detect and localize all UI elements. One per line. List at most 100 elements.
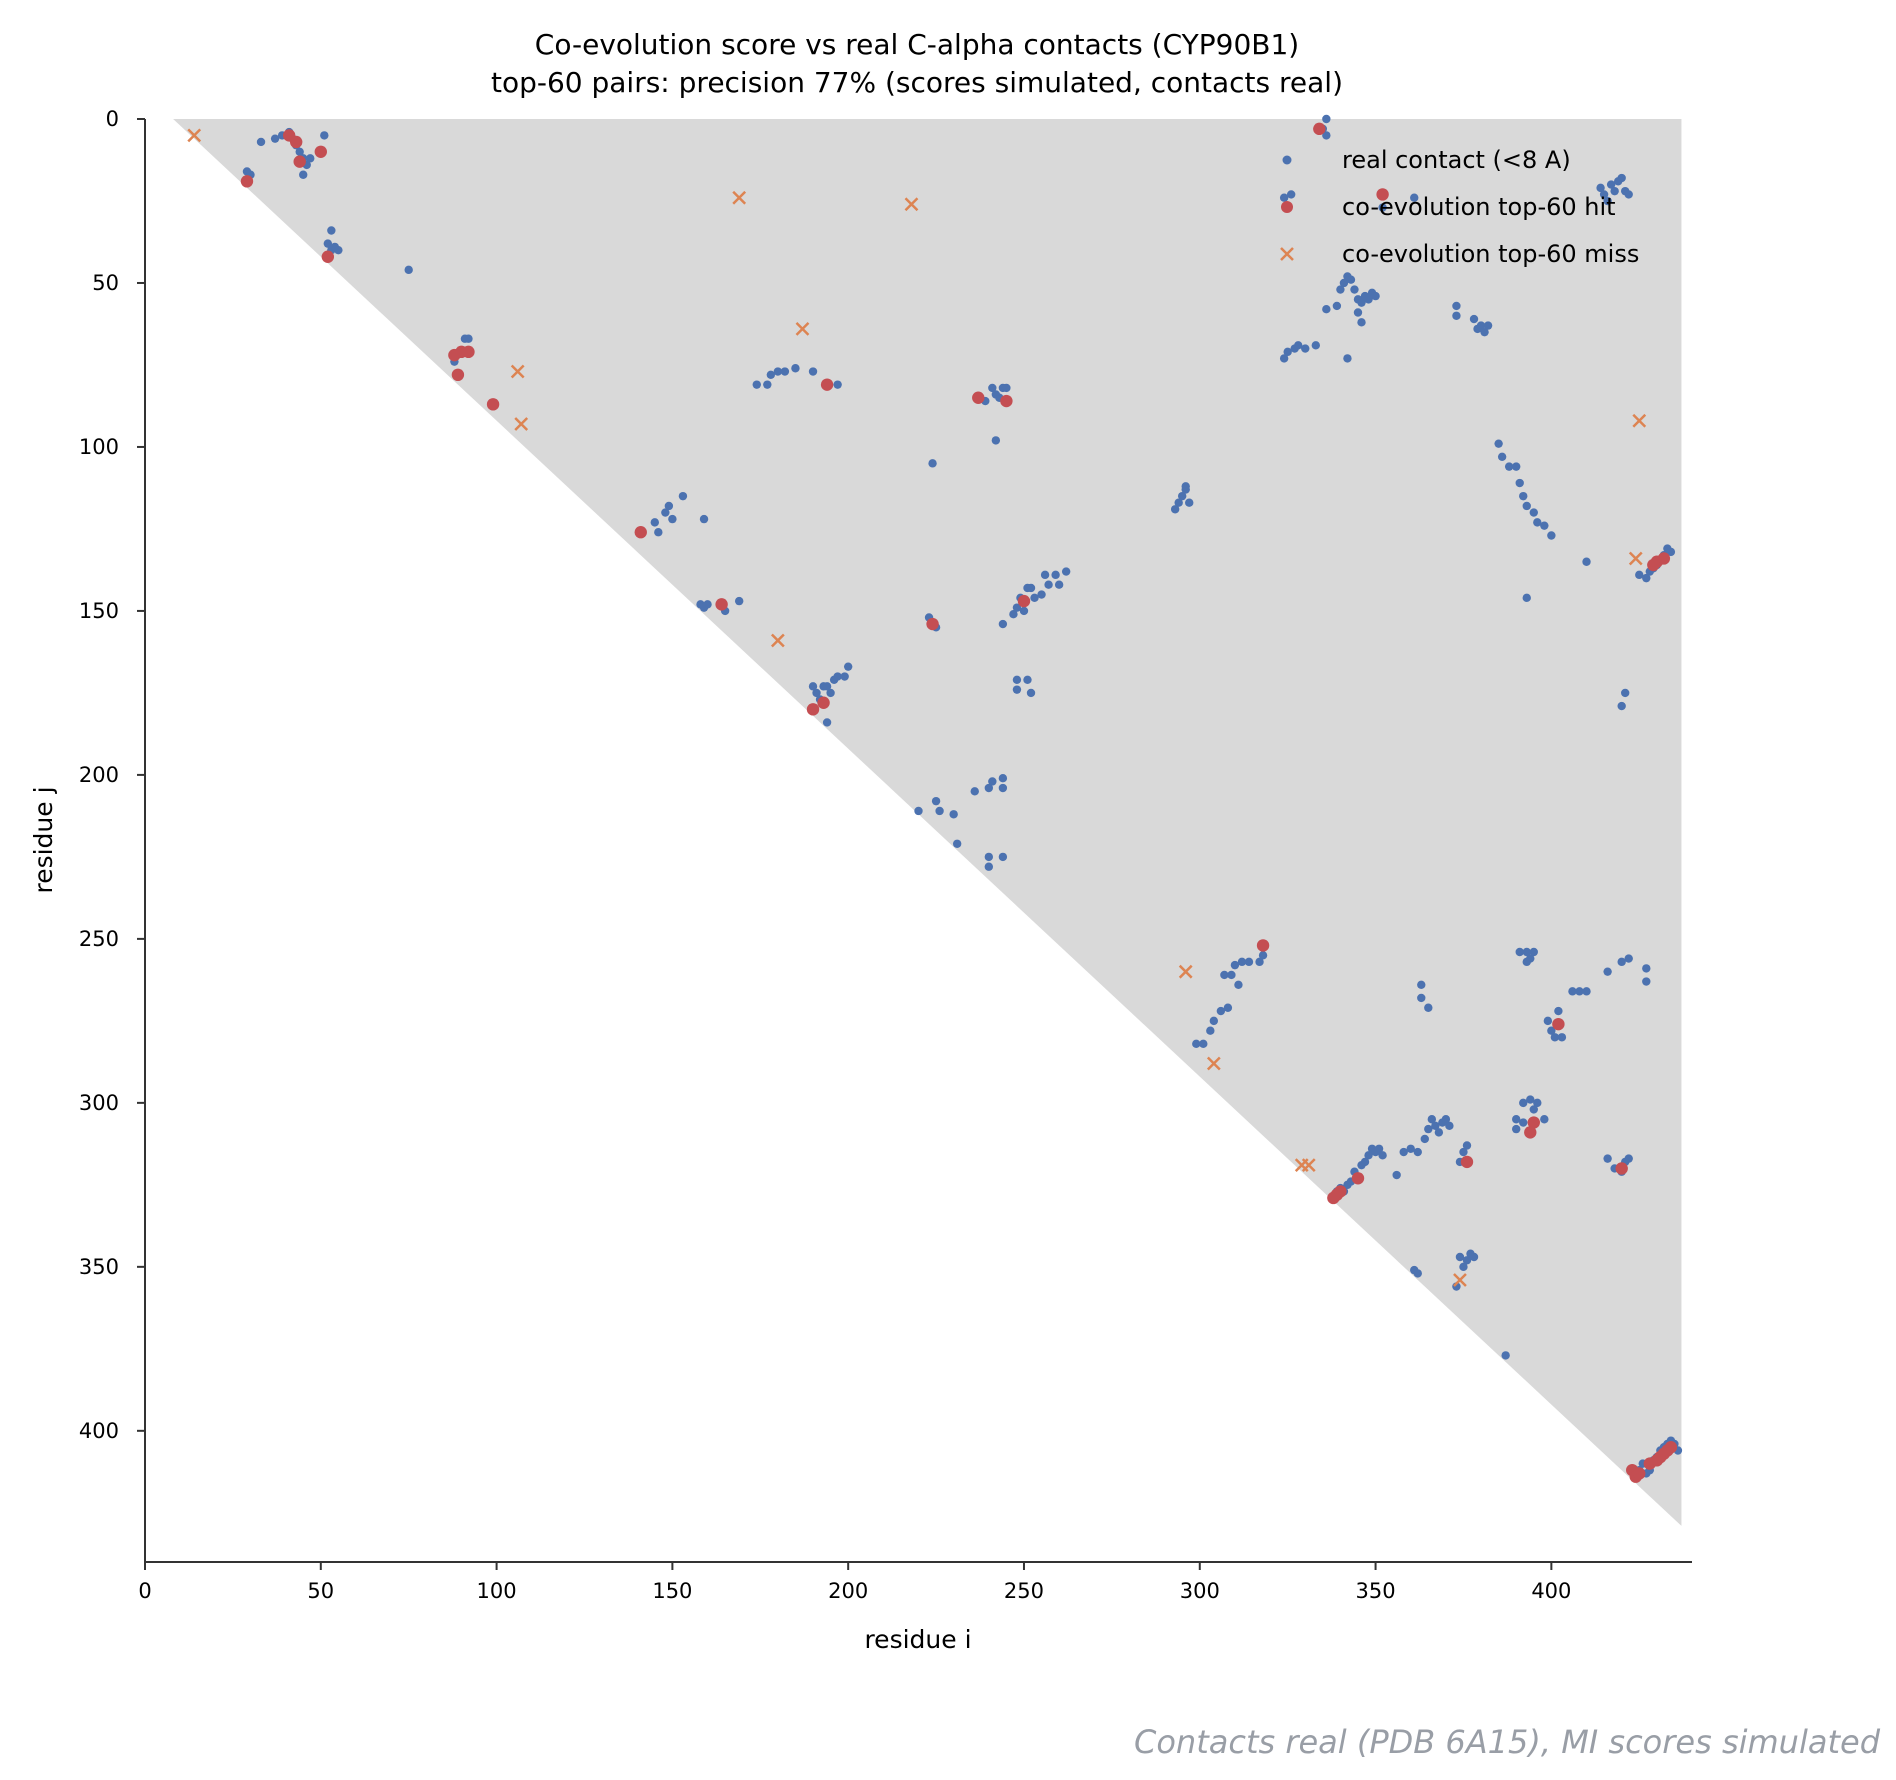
real-contact-point bbox=[998, 773, 1008, 783]
y-tick-label: 50 bbox=[92, 271, 119, 295]
real-contact-point bbox=[1624, 954, 1633, 963]
real-contact-point bbox=[840, 672, 849, 681]
real-contact-point bbox=[1529, 1105, 1538, 1114]
x-tick-label: 200 bbox=[828, 1579, 868, 1603]
real-contact-point bbox=[654, 528, 663, 537]
coevolution-hit-point bbox=[486, 398, 500, 411]
coevolution-hit-point bbox=[1313, 122, 1326, 136]
coevolution-hit-point bbox=[1633, 1467, 1646, 1480]
legend-marker-real-contact bbox=[1282, 155, 1292, 165]
legend-item-real-contact: real contact (<8 A) bbox=[1282, 146, 1571, 174]
coevolution-hit-point bbox=[1334, 1185, 1347, 1198]
real-contact-point bbox=[935, 806, 944, 816]
real-contact-point bbox=[1533, 518, 1542, 527]
real-contact-point bbox=[1434, 1128, 1444, 1137]
y-tick-label: 150 bbox=[79, 599, 119, 623]
real-contact-point bbox=[1459, 1262, 1468, 1272]
real-contact-point bbox=[833, 380, 842, 389]
x-tick-label: 400 bbox=[1531, 1579, 1571, 1603]
real-contact-point bbox=[1301, 344, 1310, 353]
real-contact-point bbox=[1012, 685, 1022, 694]
real-contact-point bbox=[1603, 1154, 1612, 1163]
real-contact-point bbox=[1026, 583, 1036, 593]
real-contact-point bbox=[1642, 977, 1651, 986]
real-contact-point bbox=[1420, 1134, 1429, 1144]
real-contact-point bbox=[1336, 285, 1345, 294]
real-contact-point bbox=[306, 154, 315, 163]
real-contact-point bbox=[1413, 1147, 1422, 1157]
real-contact-point bbox=[843, 662, 853, 671]
real-contact-point bbox=[1540, 1115, 1549, 1124]
x-tick-label: 100 bbox=[477, 1579, 517, 1603]
coevolution-hit-point bbox=[1017, 594, 1031, 608]
real-contact-point bbox=[1543, 1016, 1553, 1026]
coevolution-hit-point bbox=[1524, 1126, 1537, 1139]
real-contact-point bbox=[1009, 610, 1018, 619]
real-contact-point bbox=[1603, 196, 1612, 206]
real-contact-point bbox=[1279, 354, 1289, 363]
real-contact-point bbox=[1455, 1252, 1465, 1262]
x-tick-label: 50 bbox=[307, 1579, 334, 1603]
real-contact-point bbox=[1445, 1121, 1454, 1131]
real-contact-point bbox=[1582, 557, 1591, 566]
real-contact-point bbox=[928, 459, 937, 468]
real-contact-point bbox=[1322, 305, 1331, 314]
real-contact-point bbox=[1606, 180, 1616, 189]
real-contact-point bbox=[984, 852, 994, 862]
coevolution-hit-point bbox=[462, 345, 475, 359]
y-tick-label: 300 bbox=[79, 1091, 119, 1115]
real-contact-point bbox=[970, 787, 979, 796]
real-contact-point bbox=[833, 672, 842, 681]
real-contact-point bbox=[1522, 593, 1531, 603]
real-contact-point bbox=[334, 245, 343, 255]
real-contact-point bbox=[791, 364, 800, 373]
real-contact-point bbox=[1497, 452, 1507, 461]
real-contact-point bbox=[998, 619, 1008, 629]
real-contact-point bbox=[1441, 1115, 1451, 1124]
real-contact-point bbox=[752, 380, 761, 389]
coevolution-hit-point bbox=[1657, 552, 1671, 565]
real-contact-point bbox=[1294, 341, 1303, 350]
real-contact-point bbox=[1406, 1144, 1415, 1153]
coevolution-hit-point bbox=[321, 250, 335, 263]
legend-item-miss: co-evolution top-60 miss bbox=[1280, 240, 1639, 268]
real-contact-point bbox=[1181, 485, 1190, 494]
real-contact-point bbox=[1378, 1151, 1387, 1160]
plot-area bbox=[173, 114, 1683, 1526]
real-contact-point bbox=[763, 380, 772, 389]
real-contact-point bbox=[1617, 173, 1626, 183]
coevolution-hit-point bbox=[820, 378, 834, 391]
real-contact-point bbox=[1469, 314, 1479, 324]
real-contact-point bbox=[1469, 1252, 1479, 1262]
coevolution-hit-point bbox=[1351, 1172, 1365, 1185]
real-contact-point bbox=[1526, 954, 1535, 963]
coevolution-hit-point bbox=[806, 703, 820, 716]
y-axis-label: residue j bbox=[29, 786, 58, 893]
x-axis-label: residue i bbox=[864, 1625, 971, 1654]
real-contact-point bbox=[812, 688, 821, 698]
real-contact-point bbox=[1177, 491, 1187, 501]
real-contact-point bbox=[1237, 957, 1247, 967]
coevolution-hit-point bbox=[1376, 188, 1389, 201]
real-contact-point bbox=[1061, 567, 1071, 576]
real-contact-point bbox=[1547, 1026, 1556, 1035]
x-axis-ticks: 0 50 100 150 200 250 300 350 400 bbox=[138, 1562, 1571, 1603]
real-contact-point bbox=[1554, 1006, 1563, 1016]
real-contact-point bbox=[1575, 987, 1584, 996]
coevolution-hit-point bbox=[314, 145, 327, 158]
real-contact-point bbox=[1642, 964, 1651, 973]
legend-item-hit: co-evolution top-60 hit bbox=[1281, 193, 1616, 221]
real-contact-point bbox=[1417, 980, 1426, 989]
coevolution-miss-point bbox=[770, 633, 785, 648]
real-contact-point bbox=[1624, 190, 1633, 199]
real-contact-point bbox=[1322, 131, 1331, 140]
real-contact-point bbox=[1283, 347, 1292, 357]
real-contact-point bbox=[1357, 318, 1366, 327]
real-contact-point bbox=[822, 718, 832, 727]
real-contact-point bbox=[1424, 1124, 1433, 1134]
real-contact-point bbox=[1343, 354, 1352, 363]
real-contact-point bbox=[1054, 580, 1064, 589]
real-contact-point bbox=[780, 367, 790, 376]
x-tick-label: 0 bbox=[138, 1579, 151, 1603]
real-contact-point bbox=[1642, 573, 1651, 583]
